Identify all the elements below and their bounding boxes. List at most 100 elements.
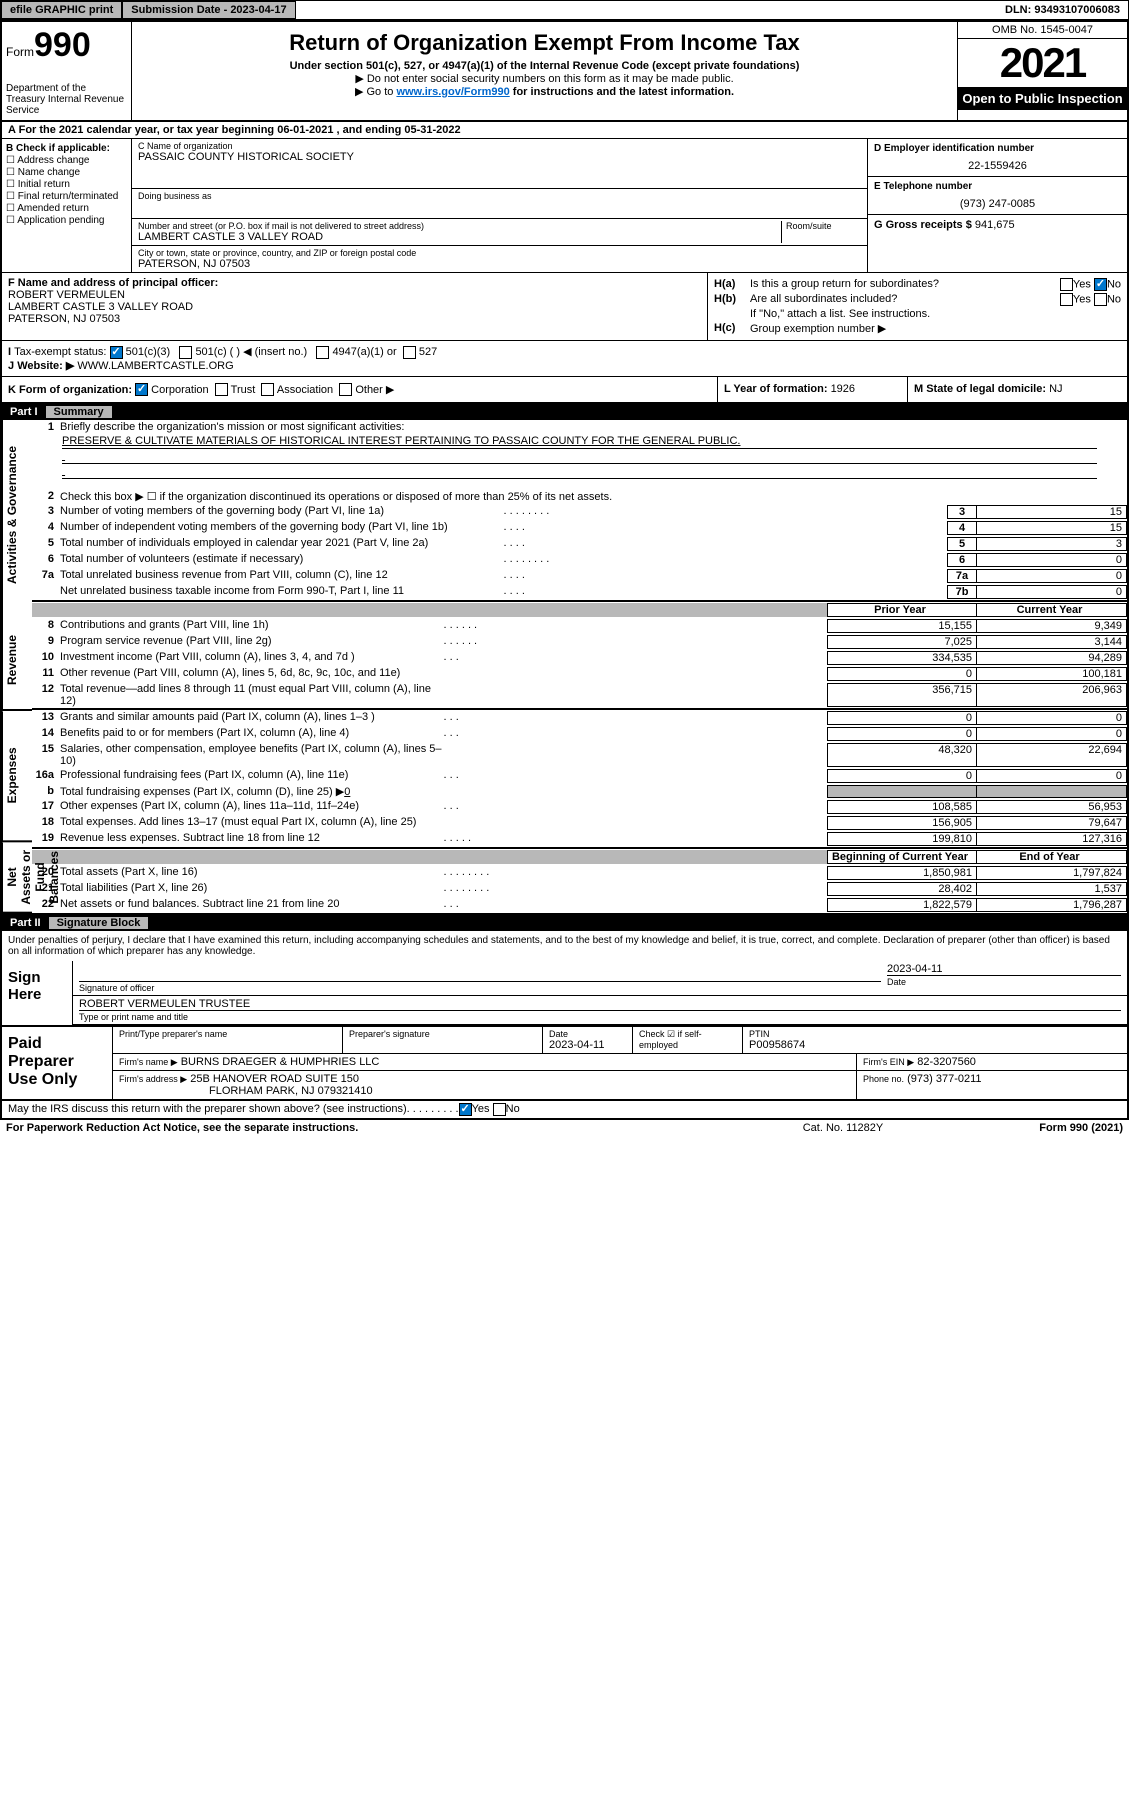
may-irs-no[interactable] (493, 1103, 506, 1116)
ha-yes[interactable] (1060, 278, 1073, 291)
prior-11: 0 (827, 667, 977, 681)
officer-typed-name: ROBERT VERMEULEN TRUSTEE (79, 998, 1121, 1010)
curr-8: 9,349 (977, 619, 1127, 633)
city-label: City or town, state or province, country… (138, 248, 861, 258)
officer-name: ROBERT VERMEULEN (8, 289, 701, 301)
curr-22: 1,796,287 (977, 898, 1127, 912)
check-initial-return[interactable]: ☐ Initial return (6, 179, 127, 190)
firm-addr1: 25B HANOVER ROAD SUITE 150 (190, 1073, 359, 1085)
prior-22: 1,822,579 (827, 898, 977, 912)
check-trust[interactable] (215, 383, 228, 396)
check-address-change[interactable]: ☐ Address change (6, 155, 127, 166)
paid-preparer-label: Paid Preparer Use Only (2, 1027, 112, 1099)
check-4947[interactable] (316, 346, 329, 359)
footer-left: For Paperwork Reduction Act Notice, see … (6, 1122, 743, 1134)
firm-addr2: FLORHAM PARK, NJ 079321410 (119, 1085, 850, 1097)
sign-here-label: Sign Here (2, 961, 72, 1025)
phone-value: (973) 247-0085 (874, 192, 1121, 210)
hb-yes[interactable] (1060, 293, 1073, 306)
irs-link[interactable]: www.irs.gov/Form990 (396, 86, 509, 98)
prior-20: 1,850,981 (827, 866, 977, 880)
gross-receipts-label: G Gross receipts $ (874, 219, 975, 231)
prep-date: 2023-04-11 (549, 1039, 626, 1051)
hb-note: If "No," attach a list. See instructions… (750, 308, 1121, 320)
website-label: Website: ▶ (17, 360, 74, 372)
efile-button[interactable]: efile GRAPHIC print (1, 1, 122, 19)
hc-text: Group exemption number ▶ (750, 322, 1121, 335)
val-16b: 0 (344, 786, 350, 798)
top-bar: efile GRAPHIC print Submission Date - 20… (0, 0, 1129, 20)
dln: DLN: 93493107006083 (997, 2, 1128, 18)
current-year-hdr: Current Year (977, 603, 1127, 617)
curr-9: 3,144 (977, 635, 1127, 649)
val-7a: 0 (977, 569, 1127, 583)
signature-of-officer-label: Signature of officer (79, 981, 881, 993)
dba-label: Doing business as (138, 191, 861, 201)
officer-addr1: LAMBERT CASTLE 3 VALLEY ROAD (8, 301, 701, 313)
prior-18: 156,905 (827, 816, 977, 830)
prior-13: 0 (827, 711, 977, 725)
check-corporation[interactable]: ✓ (135, 383, 148, 396)
room-label: Room/suite (786, 221, 861, 231)
check-association[interactable] (261, 383, 274, 396)
mission-text: PRESERVE & CULTIVATE MATERIALS OF HISTOR… (62, 434, 1097, 449)
prior-year-hdr: Prior Year (827, 603, 977, 617)
part2-header: Part II Signature Block (2, 915, 1127, 931)
hb-no[interactable] (1094, 293, 1107, 306)
prior-17: 108,585 (827, 800, 977, 814)
ha-label: H(a) (714, 278, 750, 291)
may-irs-yes[interactable]: ✓ (459, 1103, 472, 1116)
curr-16a: 0 (977, 769, 1127, 783)
curr-13: 0 (977, 711, 1127, 725)
begin-year-hdr: Beginning of Current Year (827, 850, 977, 864)
curr-20: 1,797,824 (977, 866, 1127, 880)
self-employed-check[interactable]: Check ☑ if self-employed (633, 1027, 743, 1053)
date-label: Date (887, 975, 1121, 987)
val-6: 0 (977, 553, 1127, 567)
check-final-return[interactable]: ☐ Final return/terminated (6, 191, 127, 202)
signature-date: 2023-04-11 (887, 963, 1121, 975)
section-b: B Check if applicable: ☐ Address change … (2, 139, 132, 272)
website-value[interactable]: WWW.LAMBERTCASTLE.ORG (77, 360, 233, 372)
department: Department of the Treasury Internal Reve… (6, 83, 127, 116)
check-501c[interactable] (179, 346, 192, 359)
vlabel-revenue: Revenue (2, 610, 32, 711)
check-name-change[interactable]: ☐ Name change (6, 167, 127, 178)
form-number: 990 (34, 26, 91, 64)
curr-21: 1,537 (977, 882, 1127, 896)
prior-12: 356,715 (827, 683, 977, 707)
curr-10: 94,289 (977, 651, 1127, 665)
check-application-pending[interactable]: ☐ Application pending (6, 215, 127, 226)
end-year-hdr: End of Year (977, 850, 1127, 864)
form-label: Form990 (6, 26, 127, 65)
curr-14: 0 (977, 727, 1127, 741)
val-7b: 0 (977, 585, 1127, 599)
check-501c3[interactable]: ✓ (110, 346, 123, 359)
omb-number: OMB No. 1545-0047 (958, 22, 1127, 39)
check-amended-return[interactable]: ☐ Amended return (6, 203, 127, 214)
val-4: 15 (977, 521, 1127, 535)
street-label: Number and street (or P.O. box if mail i… (138, 221, 781, 231)
phone-label: E Telephone number (874, 181, 1121, 192)
k-label: K Form of organization: (8, 384, 132, 396)
check-other-org[interactable] (339, 383, 352, 396)
check-527[interactable] (403, 346, 416, 359)
officer-label: F Name and address of principal officer: (8, 277, 701, 289)
street-address: LAMBERT CASTLE 3 VALLEY ROAD (138, 231, 781, 243)
ha-no[interactable]: ✓ (1094, 278, 1107, 291)
footer-cat: Cat. No. 11282Y (743, 1122, 943, 1134)
hc-label: H(c) (714, 322, 750, 335)
city-state-zip: PATERSON, NJ 07503 (138, 258, 861, 270)
firm-name: BURNS DRAEGER & HUMPHRIES LLC (181, 1056, 380, 1068)
gross-receipts-value: 941,675 (975, 219, 1015, 231)
curr-19: 127,316 (977, 832, 1127, 846)
line1-text: Briefly describe the organization's miss… (60, 421, 1127, 433)
ptin: P00958674 (749, 1039, 1121, 1051)
tax-year: 2021 (958, 39, 1127, 87)
submission-date: Submission Date - 2023-04-17 (122, 1, 295, 19)
ein-label: D Employer identification number (874, 143, 1121, 154)
prior-8: 15,155 (827, 619, 977, 633)
hb-text: Are all subordinates included? (750, 293, 1060, 306)
prior-21: 28,402 (827, 882, 977, 896)
ha-text: Is this a group return for subordinates? (750, 278, 1060, 291)
